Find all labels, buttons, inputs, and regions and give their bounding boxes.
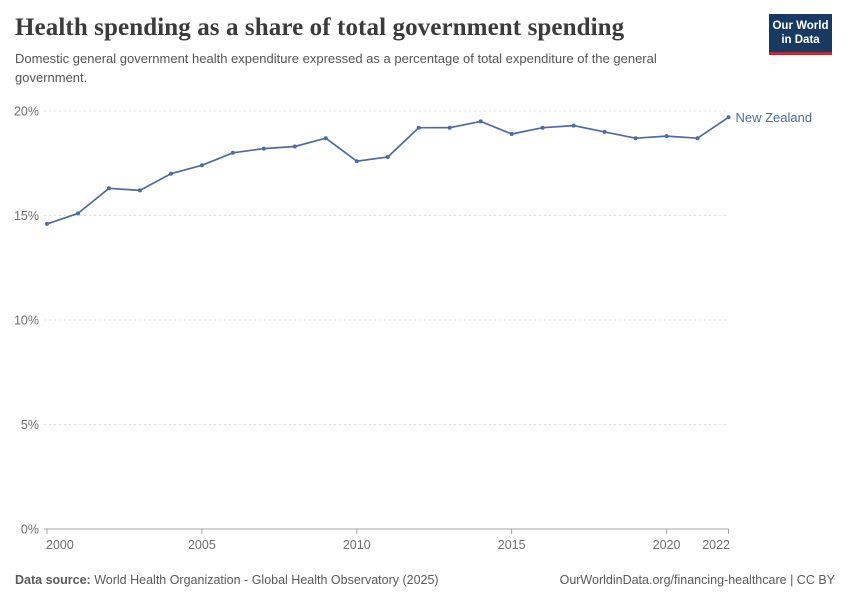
chart-header: Health spending as a share of total gove… (15, 14, 750, 88)
data-point-marker (76, 211, 80, 216)
owid-url-text: OurWorldinData.org/financing-healthcare (559, 573, 787, 587)
x-axis-tick-label: 2000 (46, 538, 74, 552)
data-point-marker (230, 150, 235, 155)
data-point-marker (168, 171, 173, 176)
chart-title: Health spending as a share of total gove… (15, 14, 625, 41)
data-point-marker (292, 144, 297, 149)
owid-logo-line1: Our World (772, 20, 829, 32)
data-point-marker (107, 186, 111, 191)
owid-logo: Our World in Data (769, 14, 832, 55)
data-point-marker (478, 119, 483, 124)
data-point-marker (509, 132, 514, 136)
data-point-marker (323, 136, 328, 141)
data-source-label: Data source: (15, 573, 91, 587)
x-axis-tick-label: 2005 (188, 538, 216, 552)
data-point-marker (199, 163, 204, 168)
footer-divider: | (790, 573, 794, 587)
y-axis-tick-label: 5% (21, 418, 39, 432)
x-axis-tick-label: 2015 (498, 538, 526, 552)
data-point-marker (354, 159, 359, 164)
data-point-marker (416, 125, 421, 130)
series-label: New Zealand (736, 110, 813, 125)
license-note: OurWorldinData.org/financing-healthcare … (560, 573, 835, 587)
data-point-marker (540, 125, 545, 130)
y-axis-tick-label: 20% (14, 105, 39, 119)
data-point-marker (447, 125, 452, 130)
line-chart: 0% 5% 10% 15% 20% 2000 2005 2010 2015 2020 2022 New… (14, 105, 813, 553)
owid-logo-line2: in Data (781, 34, 820, 47)
data-point-marker (571, 123, 576, 128)
y-axis-tick-label: 15% (14, 209, 39, 223)
data-point-marker (695, 136, 700, 141)
x-axis-tick-label: 2010 (343, 538, 371, 552)
chart-footer: Data source: World Health Organization -… (15, 573, 835, 587)
data-point-marker (664, 134, 669, 139)
data-point-marker (137, 188, 142, 193)
data-point-marker (261, 146, 266, 151)
data-point-marker (385, 155, 390, 159)
license-text: CC BY (796, 573, 835, 587)
data-source-note: Data source: World Health Organization -… (15, 573, 439, 587)
y-axis-tick-label: 10% (14, 314, 39, 328)
x-axis-tick-label: 2020 (653, 538, 681, 552)
chart-subtitle: Domestic general government health expen… (15, 51, 657, 85)
data-source-text: World Health Organization - Global Healt… (94, 573, 439, 587)
y-axis-tick-label: 0% (21, 523, 39, 537)
data-point-marker (602, 129, 607, 134)
data-point-marker (726, 115, 731, 120)
data-point-marker (633, 136, 638, 141)
series-line (46, 116, 730, 225)
data-point-marker (45, 221, 49, 226)
x-axis-tick-label: 2022 (702, 538, 730, 552)
